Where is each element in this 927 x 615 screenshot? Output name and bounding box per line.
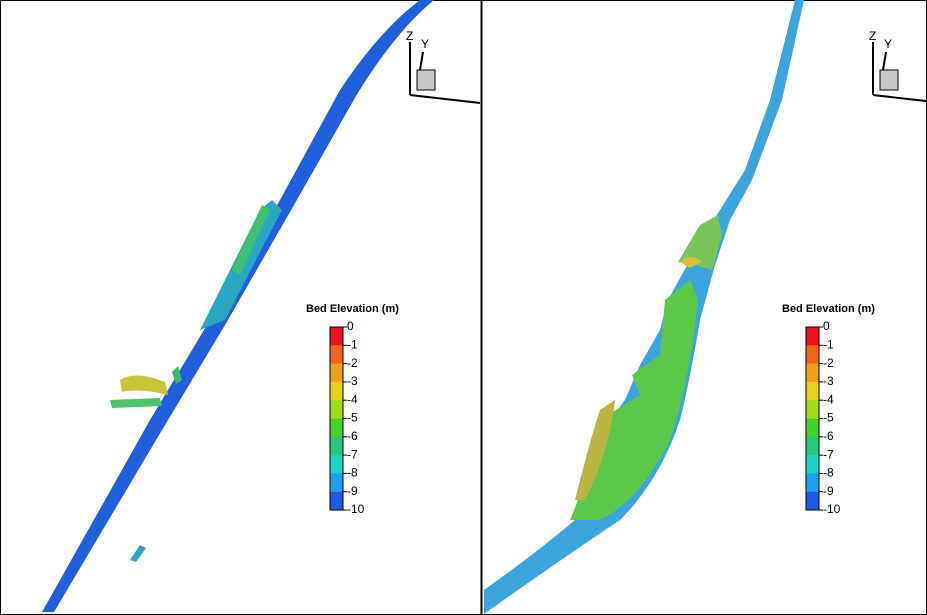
- colorbar-band: [330, 345, 343, 364]
- triad-label: Y: [421, 37, 429, 51]
- colorbar-band: [330, 419, 343, 438]
- colorbar-label: -7: [823, 447, 834, 461]
- triad-cube: [880, 70, 898, 90]
- colorbar-band: [330, 455, 343, 474]
- colorbar-label: -6: [347, 429, 358, 443]
- colorbar-band: [806, 400, 819, 419]
- colorbar-label: -7: [347, 447, 358, 461]
- colorbar-label: 0: [347, 319, 354, 333]
- colorbar-label: -3: [347, 374, 358, 388]
- colorbar-label: -9: [347, 484, 358, 498]
- colorbar-band: [806, 419, 819, 438]
- colorbar-band: [330, 473, 343, 492]
- colorbar-label: -5: [823, 411, 834, 425]
- triad-label: Y: [884, 37, 892, 51]
- colorbar-band: [330, 400, 343, 419]
- colorbar-band: [806, 455, 819, 474]
- colorbar-label: -8: [823, 466, 834, 480]
- colorbar-label: -6: [823, 429, 834, 443]
- colorbar-label: -3: [823, 374, 834, 388]
- colorbar-label: -10: [347, 502, 365, 516]
- legend-title: Bed Elevation (m): [306, 303, 399, 315]
- triad-cube: [417, 70, 435, 90]
- colorbar-label: -5: [347, 411, 358, 425]
- colorbar-label: -2: [823, 356, 834, 370]
- triad-label: Z: [869, 29, 876, 43]
- colorbar-band: [330, 382, 343, 401]
- colorbar-band: [330, 364, 343, 383]
- colorbar-label: -1: [347, 337, 358, 351]
- colorbar-label: -10: [823, 502, 841, 516]
- colorbar-label: -2: [347, 356, 358, 370]
- colorbar-label: -9: [823, 484, 834, 498]
- colorbar-band: [330, 327, 343, 346]
- colorbar-band: [330, 492, 343, 511]
- screenshot: ZYBed Elevation (m)0-1-2-3-4-5-6-7-8-9-1…: [0, 0, 927, 615]
- colorbar-label: -8: [347, 466, 358, 480]
- colorbar-band: [806, 382, 819, 401]
- colorbar-band: [806, 364, 819, 383]
- colorbar-band: [330, 437, 343, 456]
- colorbar-band: [806, 345, 819, 364]
- colorbar-label: 0: [823, 319, 830, 333]
- legend-title: Bed Elevation (m): [782, 303, 875, 315]
- colorbar-band: [806, 437, 819, 456]
- colorbar-band: [806, 473, 819, 492]
- triad-label: Z: [406, 29, 413, 43]
- colorbar-label: -4: [823, 392, 834, 406]
- colorbar-label: -4: [347, 392, 358, 406]
- colorbar-band: [806, 327, 819, 346]
- colorbar-band: [806, 492, 819, 511]
- colorbar-label: -1: [823, 337, 834, 351]
